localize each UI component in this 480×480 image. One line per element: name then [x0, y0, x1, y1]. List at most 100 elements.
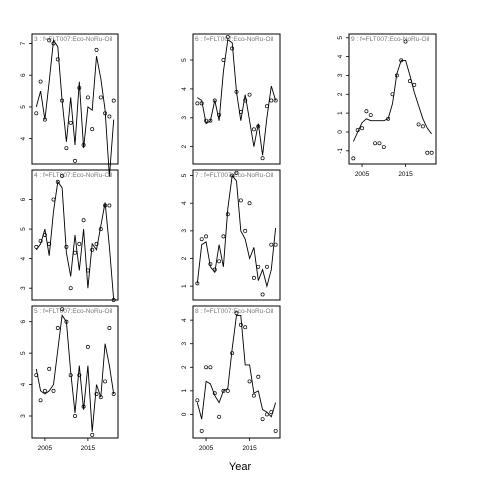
data-point [256, 264, 261, 269]
chart-panel-5: 5 : f=FLT007:Eco-NoRu-Oil 3 4 5 6 2005 2015 [20, 305, 119, 452]
y-tick-label: 3 [20, 414, 27, 418]
data-point [273, 98, 278, 103]
data-point [47, 38, 52, 43]
y-tick-label: 4 [181, 87, 188, 91]
data-point [77, 373, 82, 378]
data-point [60, 307, 65, 312]
data-point [273, 428, 278, 433]
data-point [243, 325, 248, 330]
y-tick-label: 6 [20, 197, 27, 201]
data-point [412, 82, 417, 87]
data-point [260, 292, 265, 297]
y-tick-label: 6 [20, 73, 27, 77]
panel-title: 3 : f=FLT007:Eco-NoRu-Oil [34, 36, 113, 43]
data-point [221, 234, 226, 239]
chart-panel-8: 8 : f=FLT007:Eco-NoRu-Oil 0 1 2 3 4 2005 2015 [181, 305, 281, 452]
data-point [225, 388, 230, 393]
data-point [111, 98, 116, 103]
data-point [51, 388, 56, 393]
data-point [85, 95, 90, 100]
data-point [381, 145, 386, 149]
panel-frame [348, 33, 437, 165]
x-tick-label: 2015 [242, 445, 257, 452]
data-point [90, 432, 95, 437]
data-point [199, 237, 204, 242]
y-tick-label: 5 [337, 36, 344, 40]
y-tick-label: -1 [337, 148, 344, 154]
y-tick-label: 5 [181, 58, 188, 62]
y-tick-label: 4 [181, 318, 188, 322]
data-point [94, 241, 99, 246]
data-point [416, 122, 421, 127]
y-tick-label: 7 [20, 41, 27, 45]
data-point [217, 259, 222, 264]
data-point [269, 98, 274, 103]
y-tick-label: 6 [20, 320, 27, 324]
data-point [55, 326, 60, 330]
data-point [230, 46, 235, 51]
data-point [377, 141, 382, 146]
data-point [85, 344, 90, 349]
y-tick-label: 0 [337, 130, 344, 134]
data-point [94, 47, 99, 52]
data-point [107, 203, 112, 208]
data-point [260, 156, 265, 161]
data-point [73, 250, 77, 255]
panel-frame [31, 169, 119, 301]
x-tick-label: 2005 [199, 445, 214, 452]
data-point [199, 428, 204, 433]
data-point [364, 109, 369, 114]
y-tick-label: 4 [20, 382, 27, 386]
data-point [68, 286, 73, 291]
y-tick-label: 4 [20, 136, 27, 140]
panel-frame [192, 33, 281, 165]
data-point [360, 126, 364, 131]
panel-title: 4 : f=FLT007:Eco-NoRu-Oil [34, 172, 113, 179]
figure-x-axis-label: Year [229, 461, 252, 473]
data-point [260, 417, 265, 422]
data-point [195, 398, 200, 403]
data-point [251, 127, 256, 132]
y-tick-label: 4 [181, 201, 188, 205]
y-tick-label: 1 [181, 389, 188, 393]
panel-title: 6 : f=FLT007:Eco-NoRu-Oil [195, 36, 274, 43]
data-point [238, 198, 243, 203]
y-tick-label: 4 [20, 256, 27, 260]
data-point [68, 120, 73, 125]
fit-line [196, 174, 277, 288]
data-point [38, 79, 43, 84]
data-point [217, 414, 222, 419]
x-tick-label: 2015 [81, 445, 96, 452]
data-point [373, 141, 378, 146]
panel-title: 9 : f=FLT007:Eco-NoRu-Oil [351, 36, 430, 43]
data-point [107, 326, 112, 330]
chart-panel-7: 7 : f=FLT007:Eco-NoRu-Oil 1 2 3 4 5 [181, 169, 281, 301]
y-tick-label: 3 [181, 229, 188, 233]
data-point [247, 92, 252, 97]
panel-title: 8 : f=FLT007:Eco-NoRu-Oil [195, 308, 274, 315]
data-point [60, 173, 65, 178]
data-point [34, 111, 39, 116]
y-tick-label: 0 [181, 412, 188, 416]
data-point [265, 264, 269, 269]
data-point [251, 275, 256, 280]
data-point [351, 156, 356, 161]
y-tick-label: 5 [20, 351, 27, 355]
fit-line [35, 180, 115, 301]
y-tick-label: 3 [20, 286, 27, 290]
chart-panel-6: 6 : f=FLT007:Eco-NoRu-Oil 2 3 4 5 [181, 33, 281, 165]
panel-frame [192, 305, 281, 439]
data-point [238, 322, 243, 327]
data-point [98, 95, 103, 100]
fit-line [35, 39, 115, 177]
data-point [234, 170, 239, 175]
x-tick-label: 2005 [38, 445, 53, 452]
y-tick-label: 1 [181, 284, 188, 288]
data-point [77, 241, 82, 246]
data-point [47, 366, 52, 371]
data-point [247, 379, 252, 384]
data-point [269, 242, 274, 247]
data-point [247, 201, 252, 206]
data-point [38, 398, 43, 403]
